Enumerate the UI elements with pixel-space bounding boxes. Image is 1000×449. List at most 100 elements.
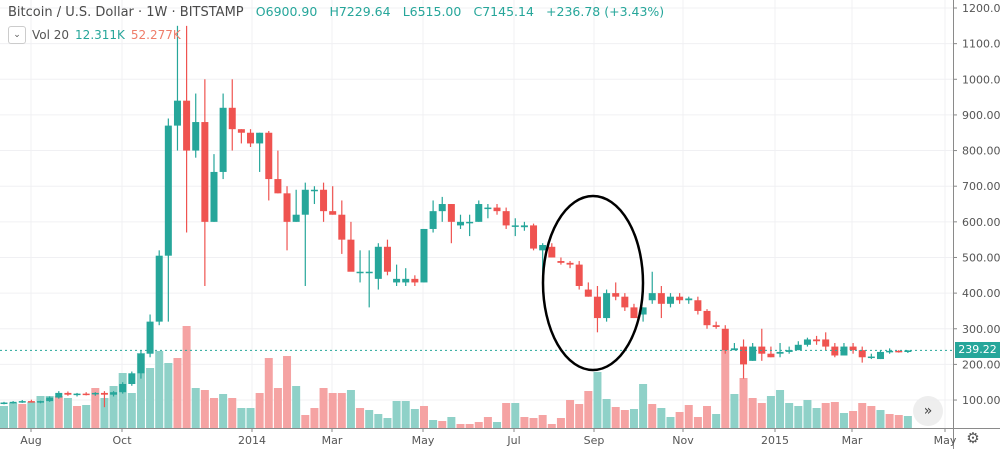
volume-bar bbox=[237, 408, 246, 428]
volume-bar bbox=[63, 398, 72, 428]
candle bbox=[548, 246, 556, 258]
candle bbox=[721, 328, 729, 351]
volume-bar bbox=[36, 396, 45, 428]
volume-bar bbox=[356, 408, 365, 428]
volume-bar bbox=[648, 404, 657, 428]
gear-icon[interactable]: ⚙ bbox=[966, 429, 980, 447]
price-tick-label: 900.00 bbox=[962, 109, 1000, 122]
candle bbox=[539, 245, 547, 251]
volume-bar bbox=[849, 411, 858, 428]
volume-bar bbox=[283, 356, 292, 428]
candle bbox=[858, 350, 866, 358]
time-tick-label: Oct bbox=[112, 434, 132, 447]
candle bbox=[219, 107, 227, 172]
volume-bar bbox=[264, 358, 273, 428]
time-tick-label: Sep bbox=[584, 434, 605, 447]
candle bbox=[840, 346, 848, 356]
volume-bar bbox=[903, 416, 912, 428]
candle bbox=[91, 392, 99, 395]
volume-label: Vol 20 bbox=[32, 28, 70, 42]
volume-bar bbox=[447, 417, 456, 428]
candle bbox=[785, 350, 793, 352]
time-tick-label: Mar bbox=[842, 434, 863, 447]
candle bbox=[256, 132, 264, 144]
volume-bar bbox=[365, 410, 374, 428]
volume-bar bbox=[0, 406, 8, 428]
price-tick-label: 1200.00 bbox=[962, 2, 1000, 15]
volume-bar bbox=[438, 421, 447, 428]
volume-bar bbox=[739, 378, 748, 428]
candle bbox=[100, 392, 108, 395]
candle bbox=[183, 100, 191, 151]
volume-bar bbox=[794, 406, 803, 428]
volume-bar bbox=[703, 406, 712, 428]
volume-bar bbox=[255, 393, 264, 428]
volume-bar bbox=[511, 403, 520, 428]
candle bbox=[886, 350, 894, 353]
time-tick-label: Nov bbox=[672, 434, 694, 447]
candle bbox=[146, 321, 154, 354]
candle bbox=[329, 211, 337, 215]
volume-bar bbox=[118, 373, 127, 428]
volume-bar bbox=[155, 351, 164, 428]
volume-bar bbox=[91, 388, 100, 428]
volume-value: 12.311K bbox=[75, 28, 125, 42]
candle bbox=[511, 225, 519, 227]
candle bbox=[749, 346, 757, 361]
candle bbox=[64, 392, 72, 395]
candle bbox=[457, 221, 464, 226]
scroll-to-realtime-button[interactable]: » bbox=[913, 396, 943, 426]
candle bbox=[320, 189, 328, 212]
volume-bar bbox=[876, 410, 885, 428]
price-tick-label: 600.00 bbox=[962, 216, 1000, 229]
candle bbox=[383, 246, 391, 272]
candle bbox=[237, 129, 245, 133]
ellipse-annotation[interactable] bbox=[541, 194, 645, 372]
volume-bars bbox=[0, 326, 912, 428]
candle bbox=[310, 189, 318, 192]
price-axis[interactable]: 100.00 200.00 300.00 400.00 500.00 600.00 700.… bbox=[953, 2, 1000, 407]
price-tick-label: 200.00 bbox=[962, 358, 1000, 371]
candle bbox=[420, 228, 428, 283]
price-tick-label: 1100.00 bbox=[962, 38, 1000, 51]
volume-bar bbox=[611, 407, 620, 428]
volume-bar bbox=[894, 415, 903, 428]
candle bbox=[694, 300, 702, 311]
volume-bar bbox=[410, 409, 419, 428]
volume-bar bbox=[474, 422, 483, 428]
price-tick-label: 400.00 bbox=[962, 287, 1000, 300]
time-tick-label: May bbox=[934, 434, 957, 447]
time-tick-label: Mar bbox=[322, 434, 343, 447]
volume-bar bbox=[693, 417, 702, 428]
candle bbox=[55, 392, 63, 398]
volume-bar bbox=[273, 388, 282, 428]
volume-bar bbox=[776, 390, 785, 428]
candle bbox=[110, 392, 118, 395]
candle bbox=[27, 401, 35, 403]
candle bbox=[575, 264, 583, 286]
volume-bar bbox=[547, 424, 556, 428]
chevron-down-icon[interactable]: ⌄ bbox=[8, 26, 26, 44]
volume-bar bbox=[319, 388, 328, 428]
candle bbox=[393, 278, 401, 283]
volume-bar bbox=[136, 353, 145, 428]
candle bbox=[630, 307, 638, 319]
volume-bar bbox=[885, 414, 894, 428]
volume-bar bbox=[200, 390, 209, 428]
candle bbox=[803, 339, 811, 345]
volume-bar bbox=[219, 394, 228, 428]
price-tick-label: 100.00 bbox=[962, 394, 1000, 407]
time-axis[interactable]: Aug Oct 2014 Mar May Jul Sep Nov 2015 Mar May bbox=[20, 428, 957, 447]
candle bbox=[9, 401, 17, 404]
candle bbox=[584, 289, 592, 297]
candle bbox=[374, 246, 382, 279]
candle bbox=[338, 214, 346, 240]
volume-bar bbox=[620, 410, 629, 428]
volume-bar bbox=[502, 403, 511, 428]
candle bbox=[557, 261, 565, 263]
volume-bar bbox=[173, 358, 182, 428]
candle bbox=[666, 296, 674, 304]
candle bbox=[639, 307, 647, 315]
volume-bar bbox=[757, 403, 766, 428]
